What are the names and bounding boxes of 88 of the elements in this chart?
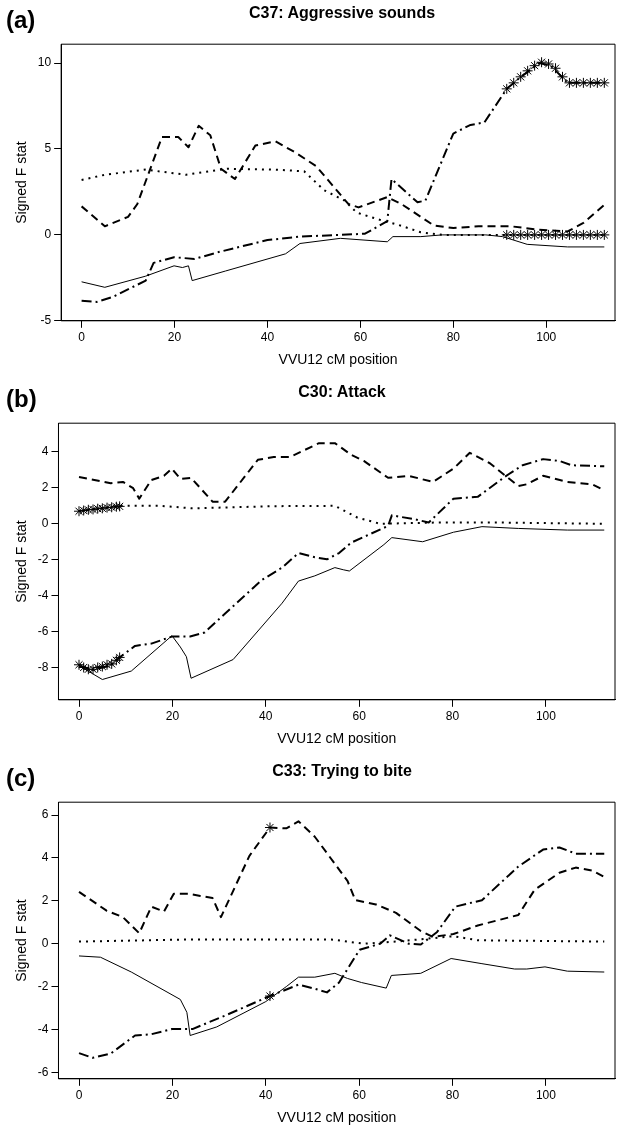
x-tick-label: 0 <box>75 1088 83 1103</box>
x-tick-label: 0 <box>78 330 86 345</box>
text: (b) <box>6 385 37 413</box>
point <box>570 77 582 89</box>
x-tick-label: 20 <box>167 330 182 345</box>
y-tick-label: 10 <box>37 55 52 70</box>
text: (c) <box>6 764 36 792</box>
x-axis-title: VVU12 cM position <box>277 730 397 747</box>
point <box>110 654 122 666</box>
x-tick-label: 80 <box>446 330 461 345</box>
x-tick-label: 60 <box>352 709 367 724</box>
x-axis-title: VVU12 cM position <box>278 351 398 368</box>
y-tick-label: -4 <box>37 1021 49 1036</box>
point <box>598 77 610 89</box>
x-tick-label: 0 <box>75 709 83 724</box>
point <box>570 229 582 241</box>
x-tick-label: 20 <box>165 1088 180 1103</box>
y-tick-label: -2 <box>37 978 49 993</box>
point <box>536 56 548 68</box>
point <box>536 229 548 241</box>
text: (a) <box>6 6 36 34</box>
point <box>508 77 520 89</box>
y-tick-label: 0 <box>44 227 52 242</box>
x-tick-label: 100 <box>535 709 557 724</box>
point <box>508 229 520 241</box>
point <box>73 505 85 517</box>
y-tick-label: 5 <box>44 141 52 156</box>
point <box>106 658 118 670</box>
y-tick-label: -5 <box>40 313 52 328</box>
point <box>557 71 568 83</box>
point <box>73 659 85 671</box>
x-tick-label: 40 <box>259 709 273 724</box>
x-tick-label: 60 <box>352 1088 367 1103</box>
x-tick-label: 40 <box>259 1088 273 1103</box>
point <box>96 502 108 514</box>
point <box>529 229 541 241</box>
chart-title: C37: Aggressive sounds <box>247 4 437 22</box>
point <box>114 651 126 663</box>
y-axis-title: Signed F stat <box>13 899 30 982</box>
point <box>106 501 118 513</box>
point <box>529 60 541 72</box>
x-tick-label: 100 <box>536 330 557 345</box>
point <box>584 77 596 89</box>
point <box>78 504 90 516</box>
y-tick-label: 4 <box>41 850 49 865</box>
x-tick-label: 40 <box>260 330 275 345</box>
point <box>82 663 94 675</box>
point <box>82 504 94 516</box>
point <box>114 500 126 512</box>
x-axis-title: VVU12 cM position <box>277 1109 397 1126</box>
chart-title: C30: Attack <box>297 383 387 401</box>
x-tick-label: 80 <box>445 1088 460 1103</box>
point <box>501 83 513 95</box>
y-tick-label: 2 <box>41 893 49 908</box>
y-tick-label: -6 <box>37 1064 49 1079</box>
point <box>598 229 610 241</box>
x-tick-label: 80 <box>445 709 460 724</box>
y-tick-label: 4 <box>41 444 49 459</box>
point <box>591 77 603 89</box>
y-axis-title: Signed F stat <box>13 141 30 224</box>
point <box>563 229 575 241</box>
point <box>501 229 513 241</box>
y-tick-label: -6 <box>37 623 49 638</box>
point <box>522 229 534 241</box>
chart-title: C33: Trying to bite <box>271 762 413 780</box>
point <box>110 501 122 513</box>
y-tick-label: -2 <box>37 552 49 567</box>
point <box>515 71 527 83</box>
y-tick-label: 6 <box>41 807 49 822</box>
point <box>543 229 555 241</box>
point <box>557 229 568 241</box>
x-tick-label: 100 <box>535 1088 557 1103</box>
y-tick-label: -4 <box>37 587 49 602</box>
x-tick-label: 60 <box>353 330 368 345</box>
y-tick-label: 2 <box>41 480 49 495</box>
y-axis-title: Signed F stat <box>13 520 30 603</box>
x-tick-label: 20 <box>165 709 180 724</box>
y-tick-label: 0 <box>41 936 49 951</box>
point <box>101 659 113 671</box>
point <box>543 58 555 70</box>
point <box>515 229 527 241</box>
point <box>550 229 562 241</box>
point <box>563 77 575 89</box>
point <box>577 77 589 89</box>
y-tick-label: 0 <box>41 516 49 531</box>
point <box>550 62 562 74</box>
y-tick-label: -8 <box>37 659 49 674</box>
point <box>522 65 534 77</box>
